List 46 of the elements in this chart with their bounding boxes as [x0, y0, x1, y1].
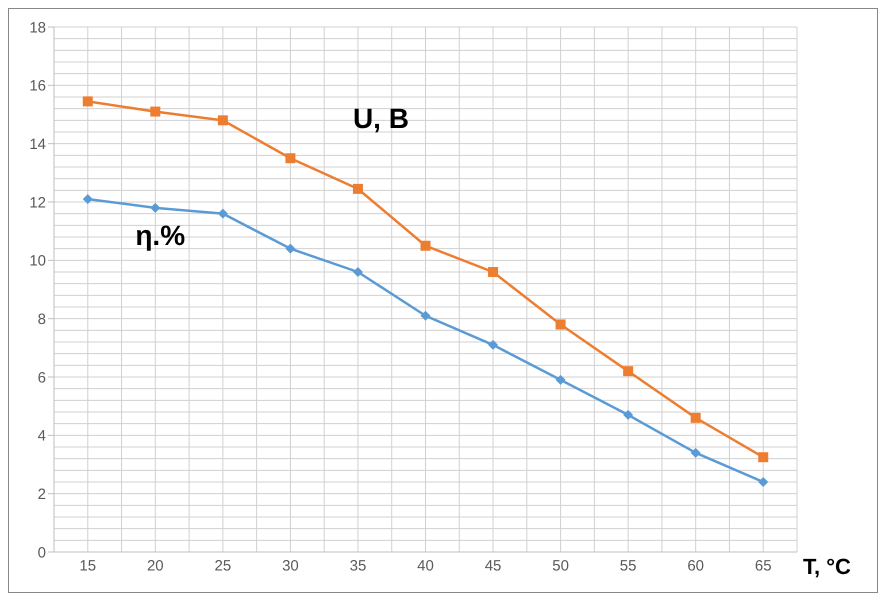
y-tick-label: 4	[38, 428, 46, 445]
x-tick-label: 55	[620, 558, 636, 575]
point	[82, 96, 93, 106]
series-label: U, B	[352, 103, 409, 136]
point	[218, 115, 228, 126]
point	[420, 240, 430, 251]
x-tick-label: 30	[282, 558, 299, 575]
point	[285, 244, 296, 254]
y-tick-label: 8	[38, 310, 46, 328]
x-axis-title: T, °C	[803, 554, 851, 580]
point	[758, 477, 768, 487]
y-tick-label: 14	[29, 136, 46, 153]
y-tick-label: 2	[38, 486, 46, 503]
point	[556, 374, 566, 385]
point	[488, 340, 498, 350]
x-tick-label: 20	[146, 558, 164, 575]
point	[758, 452, 768, 462]
x-tick-label: 65	[754, 558, 772, 575]
point	[218, 208, 228, 219]
series-label: η.%	[135, 220, 186, 252]
x-tick-label: 45	[484, 558, 502, 575]
x-tick-label: 50	[552, 558, 569, 575]
x-tick-label: 15	[79, 558, 96, 575]
point	[352, 184, 363, 194]
point	[488, 267, 498, 277]
x-tick-label: 35	[350, 558, 366, 575]
point	[556, 320, 566, 330]
x-tick-label: 40	[417, 558, 434, 575]
point	[82, 194, 93, 204]
point	[690, 412, 701, 423]
point	[690, 448, 701, 458]
x-tick-label: 60	[687, 558, 704, 575]
y-tick-label: 18	[29, 19, 46, 36]
point	[285, 153, 296, 164]
point	[623, 410, 634, 420]
point	[150, 106, 160, 117]
point	[623, 366, 634, 376]
y-tick-label: 10	[29, 252, 46, 270]
point	[352, 267, 363, 277]
x-tick-label: 25	[214, 558, 232, 575]
y-tick-label: 0	[38, 544, 46, 562]
y-tick-label: 6	[38, 369, 46, 386]
point	[150, 202, 160, 213]
y-tick-label: 12	[29, 194, 46, 212]
y-tick-label: 16	[29, 78, 46, 95]
point	[420, 310, 430, 321]
